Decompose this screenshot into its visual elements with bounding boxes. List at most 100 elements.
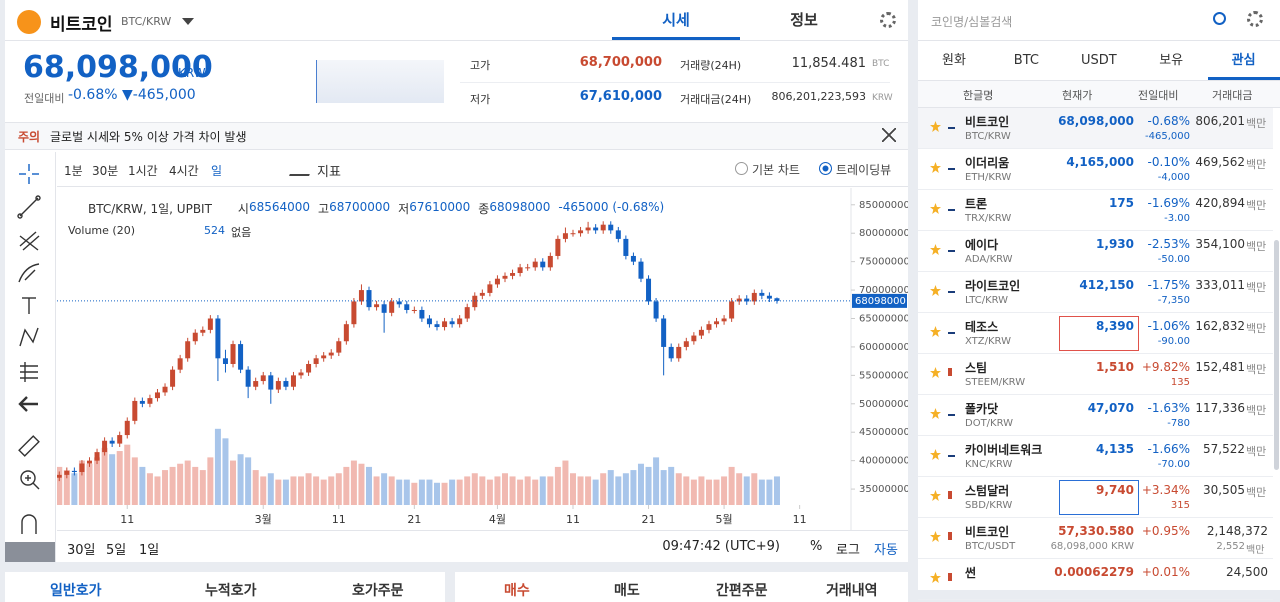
star[interactable] (930, 490, 941, 501)
market-row[interactable] (918, 108, 1273, 149)
back-tool[interactable] (18, 396, 38, 412)
fib-tool[interactable] (19, 231, 40, 251)
volume-bar (449, 479, 456, 505)
candle-body (162, 386, 168, 393)
amount-unit: 백만 (1246, 322, 1267, 335)
search-icon[interactable] (1213, 12, 1226, 25)
chart-option[interactable]: % (810, 539, 823, 554)
range[interactable]: 30일 (67, 543, 96, 558)
x-tick-label: 11 (332, 513, 346, 526)
star[interactable] (930, 408, 941, 419)
star[interactable] (930, 203, 941, 214)
trend-icon (948, 491, 952, 499)
interval[interactable]: 30분 (92, 164, 119, 178)
magnet-tool[interactable] (21, 514, 37, 534)
notice-tag: 주의 (18, 130, 41, 144)
pattern-tool[interactable] (19, 327, 39, 347)
chart-mode[interactable]: 트레이딩뷰 (836, 163, 892, 177)
chart-option[interactable]: 로그 (836, 543, 860, 558)
scrollbar[interactable] (1274, 240, 1279, 470)
market-tab[interactable]: 관심 (1207, 41, 1280, 80)
order-tab[interactable]: 간편주문 (716, 583, 768, 599)
market-row[interactable] (918, 231, 1273, 272)
header-tab[interactable]: 시세 (612, 0, 740, 40)
market-tab[interactable]: 보유 (1159, 53, 1184, 68)
y-tick-label: 75000000 (859, 257, 908, 268)
star[interactable] (930, 326, 941, 337)
brush-tool[interactable] (18, 263, 40, 283)
volume-bar (275, 479, 282, 505)
market-tab[interactable]: 원화 (942, 53, 966, 68)
interval[interactable]: 1분 (64, 164, 83, 178)
range[interactable]: 5일 (106, 543, 127, 558)
measure-tool[interactable] (20, 362, 38, 382)
column-header[interactable]: 전일대비 (1138, 89, 1179, 102)
star[interactable] (930, 285, 941, 296)
market-row[interactable] (918, 395, 1273, 436)
star[interactable] (930, 367, 941, 378)
chart-option[interactable]: 자동 (874, 543, 898, 558)
volume-bar (328, 476, 335, 505)
order-tab[interactable]: 매수 (504, 583, 530, 599)
market-row[interactable] (918, 149, 1273, 190)
header-tab[interactable]: 정보 (790, 11, 818, 29)
market-row[interactable] (918, 313, 1273, 354)
order-tab[interactable]: 호가주문 (352, 583, 404, 599)
line-tool[interactable] (17, 195, 41, 219)
dropdown[interactable] (182, 18, 194, 31)
change-amount: -780 (1167, 418, 1190, 429)
market-row[interactable] (918, 354, 1273, 395)
trade-amount: 354,100 (1195, 237, 1245, 251)
settings[interactable] (880, 12, 896, 28)
market-row[interactable] (918, 518, 1273, 559)
market-row[interactable] (918, 272, 1273, 313)
coin-symbol: SBD/KRW (965, 500, 1013, 511)
notice-close[interactable] (882, 128, 896, 142)
indicator[interactable]: 지표 (317, 165, 341, 180)
text-tool[interactable] (22, 297, 36, 314)
candle-body (646, 278, 652, 302)
market-row[interactable] (918, 477, 1273, 518)
star[interactable] (930, 244, 941, 255)
stat-value: 68,700,000 (579, 55, 662, 70)
radio[interactable] (819, 162, 832, 175)
trend-icon (948, 209, 955, 211)
current-price: 412,150 (1079, 278, 1134, 292)
candle-body (396, 301, 402, 305)
market-row[interactable] (918, 436, 1273, 477)
star[interactable] (930, 572, 941, 583)
ruler-tool[interactable] (18, 435, 40, 457)
trade-amount: 806,201 (1195, 114, 1245, 128)
order-tab[interactable]: 일반호가 (50, 583, 102, 599)
market-tab[interactable]: USDT (1080, 53, 1117, 68)
interval[interactable]: 1시간 (128, 164, 158, 178)
radio[interactable] (735, 162, 748, 175)
interval[interactable]: 일 (211, 164, 223, 178)
column-header[interactable]: 거래대금 (1212, 89, 1253, 102)
star[interactable] (930, 121, 941, 132)
star[interactable] (930, 162, 941, 173)
star[interactable] (930, 531, 941, 542)
column-header[interactable]: 한글명 (963, 89, 994, 102)
crosshair-tool[interactable] (19, 164, 39, 184)
star[interactable] (930, 449, 941, 460)
lock-tool[interactable] (5, 542, 55, 562)
chart-mode[interactable]: 기본 차트 (752, 163, 800, 177)
volume-bar (698, 476, 705, 505)
range[interactable]: 1일 (139, 543, 160, 558)
market-row[interactable] (918, 190, 1273, 231)
column-header[interactable]: 현재가 (1062, 89, 1093, 102)
candle-body (351, 301, 357, 325)
candle-body (517, 267, 523, 274)
trade-amount: 469,562 (1195, 155, 1245, 169)
market-tab[interactable]: BTC (1013, 53, 1039, 68)
order-tab[interactable]: 거래내역 (826, 583, 878, 599)
legend-volume: Volume (20) (68, 224, 135, 237)
order-tab[interactable]: 누적호가 (205, 583, 257, 599)
interval[interactable]: 4시간 (169, 164, 199, 178)
volume-bar (298, 476, 305, 505)
settings[interactable] (1247, 11, 1263, 27)
zoom-tool[interactable] (20, 470, 40, 490)
order-tab[interactable]: 매도 (614, 583, 640, 599)
candle-body (510, 273, 516, 276)
